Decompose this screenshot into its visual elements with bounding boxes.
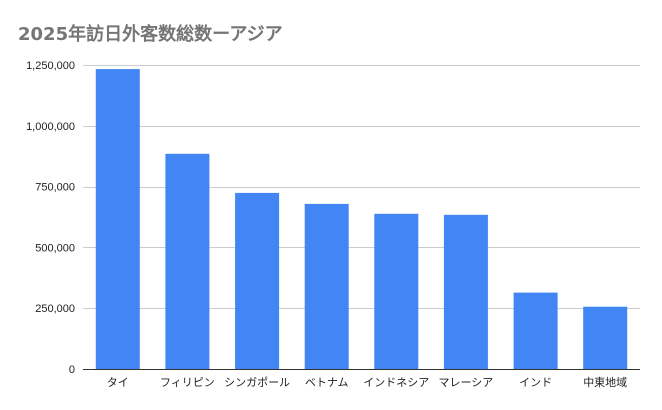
x-tick-label: シンガポール [224, 376, 290, 389]
chart-title: 2025年訪日外客数総数ーアジア [18, 24, 283, 45]
bar [583, 306, 628, 369]
bar [304, 203, 349, 369]
y-tick-label: 1,000,000 [26, 121, 75, 133]
bars [95, 69, 628, 369]
y-tick-label: 250,000 [35, 303, 75, 315]
bar [165, 153, 210, 369]
bar [95, 69, 140, 369]
x-tick-label: マレーシア [439, 376, 494, 389]
x-tick-label: フィリピン [160, 376, 215, 389]
y-tick-label: 1,250,000 [26, 60, 75, 72]
x-tick-label: タイ [107, 376, 129, 389]
x-axis-labels: タイ フィリピン シンガポール ベトナム インドネシア マレーシア インド 中東地域 [107, 376, 627, 389]
bar [443, 214, 488, 369]
y-axis-ticks: 0 250,000 500,000 750,000 1,000,000 1,250,000 [26, 60, 75, 376]
x-tick-label: ベトナム [305, 376, 349, 389]
x-tick-label: 中東地域 [583, 376, 627, 389]
x-tick-label: インドネシア [363, 376, 429, 389]
bar [513, 292, 558, 369]
x-tick-label: インド [519, 376, 552, 389]
y-tick-label: 500,000 [35, 242, 75, 254]
bar [374, 213, 419, 369]
y-tick-label: 750,000 [35, 182, 75, 194]
y-tick-label: 0 [69, 364, 75, 376]
bar [235, 192, 280, 369]
